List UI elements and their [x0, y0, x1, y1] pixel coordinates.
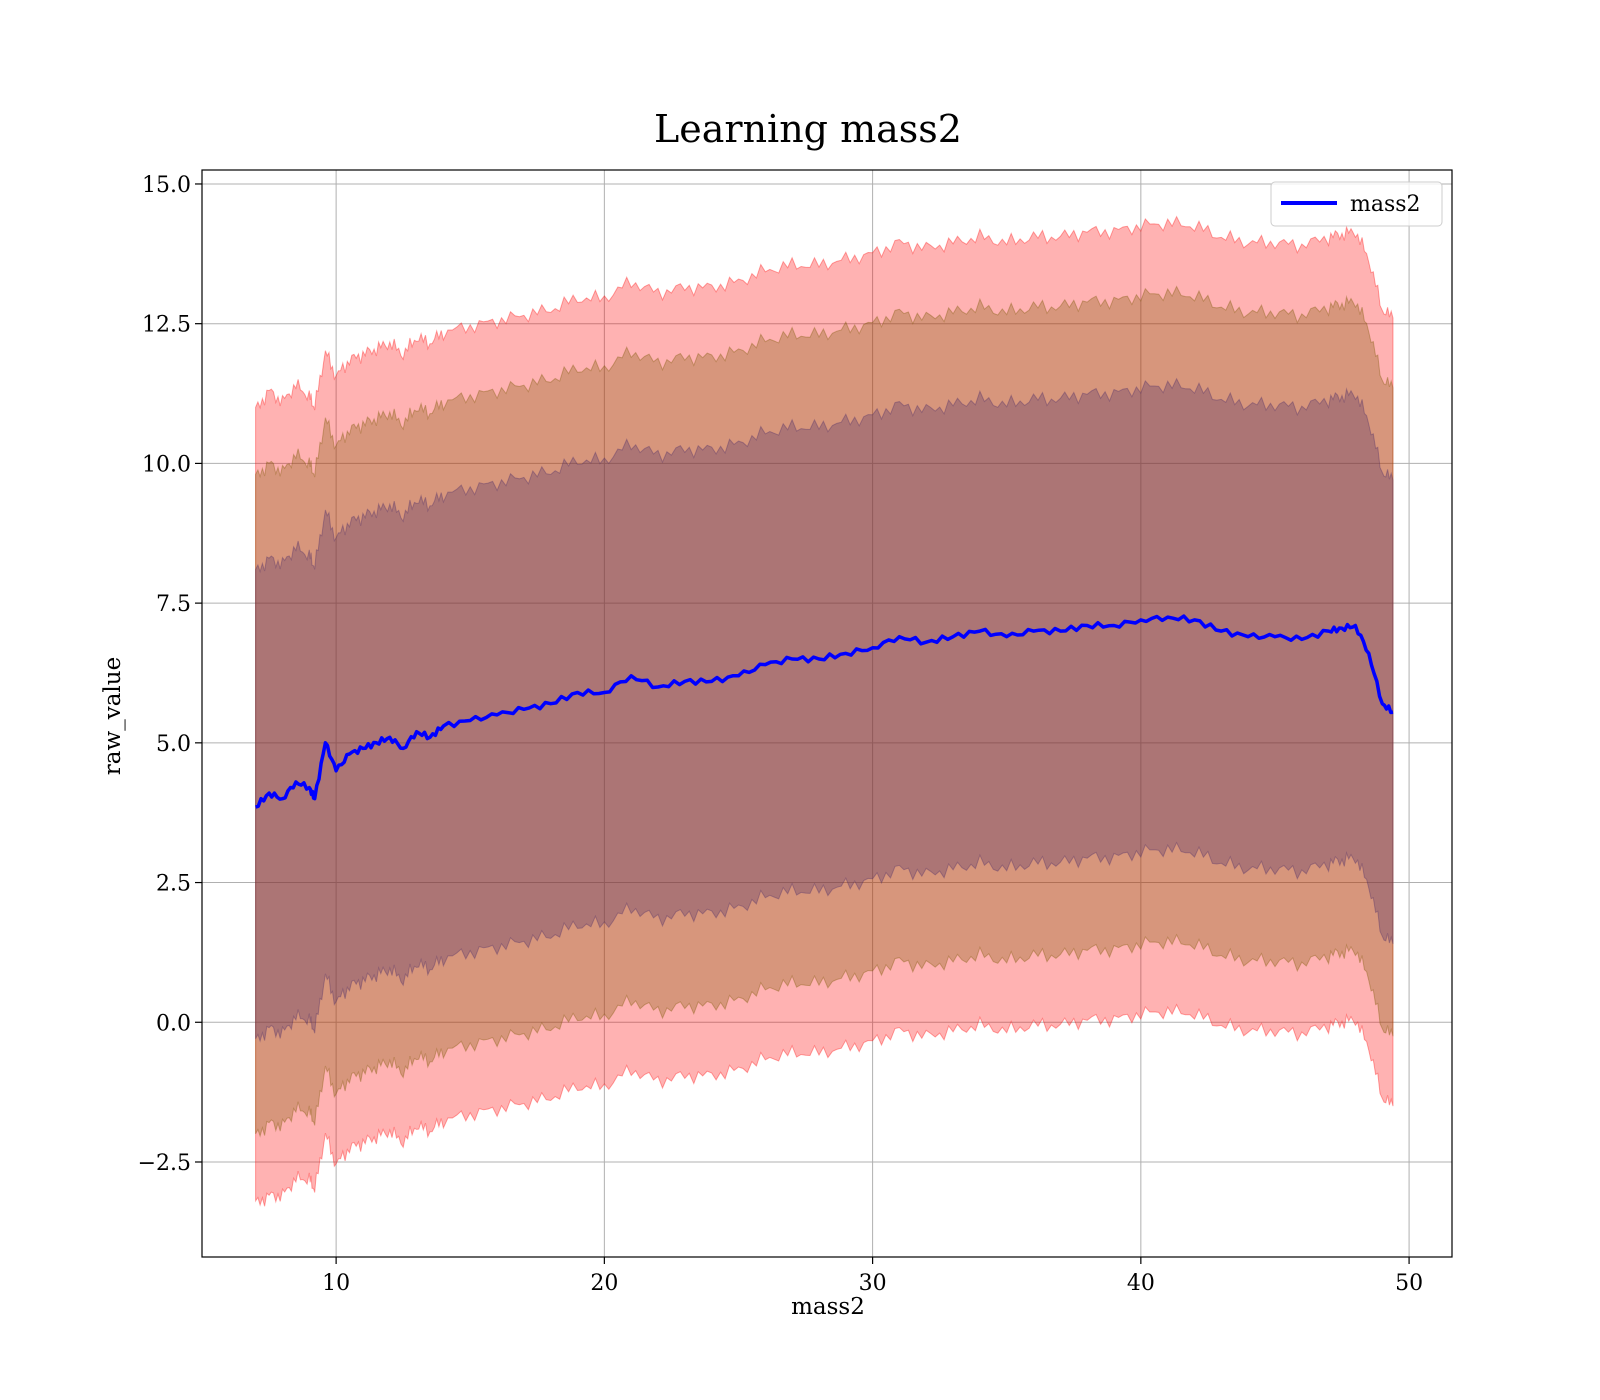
grid — [202, 170, 1452, 1257]
x-tick-label: 20 — [590, 1271, 618, 1296]
x-axis-ticks: 10 20 30 40 50 — [322, 1257, 1423, 1296]
y-tick-label: 2.5 — [156, 872, 191, 897]
y-tick-label: 15.0 — [142, 173, 191, 198]
plot-frame — [201, 169, 1453, 1258]
confidence-band — [255, 285, 1394, 1138]
y-tick-label: 10.0 — [142, 452, 191, 477]
x-axis-label: mass2 — [791, 1294, 865, 1320]
confidence-bands — [255, 215, 1394, 1207]
y-tick-label: 7.5 — [156, 592, 191, 617]
y-tick-label: 5.0 — [156, 732, 191, 757]
y-axis-ticks: −2.5 0.0 2.5 5.0 7.5 10.0 12.5 15.0 — [138, 173, 202, 1176]
x-tick-label: 10 — [322, 1271, 350, 1296]
legend-box — [1270, 181, 1443, 227]
confidence-band — [255, 215, 1394, 1207]
y-tick-label: 12.5 — [142, 313, 191, 338]
x-tick-label: 30 — [859, 1271, 887, 1296]
legend: mass2 — [1270, 181, 1443, 227]
x-tick-label: 40 — [1127, 1271, 1155, 1296]
x-tick-label: 50 — [1395, 1271, 1423, 1296]
legend-entry: mass2 — [1350, 192, 1421, 217]
series-line-mass2 — [255, 614, 1394, 809]
y-tick-label: −2.5 — [138, 1151, 191, 1176]
chart-title: Learning mass2 — [654, 107, 962, 151]
y-tick-label: 0.0 — [156, 1011, 191, 1036]
series-lines — [255, 614, 1394, 809]
y-axis-label: raw_value — [100, 657, 126, 775]
confidence-band — [255, 377, 1394, 1043]
